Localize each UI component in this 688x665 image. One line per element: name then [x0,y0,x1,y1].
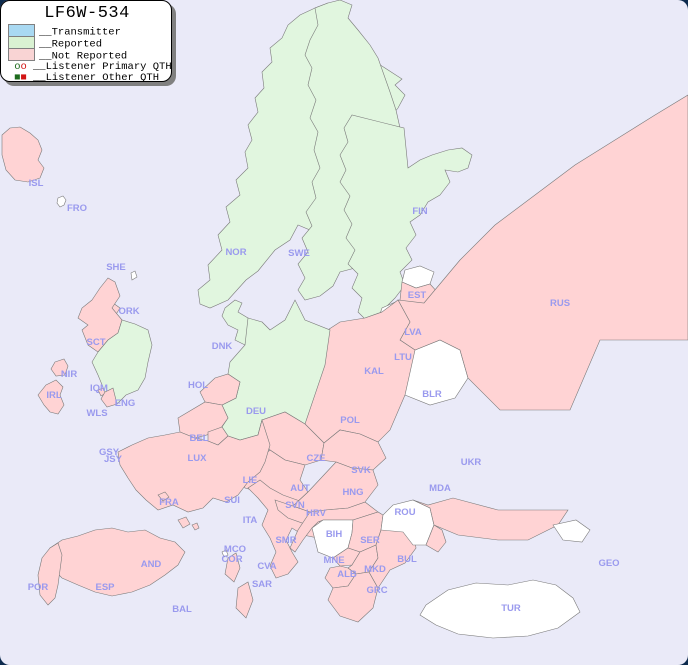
svg-text:ENG: ENG [115,398,136,409]
svg-text:ITA: ITA [243,515,258,526]
svg-text:SAR: SAR [252,579,272,590]
svg-text:EST: EST [408,290,427,301]
svg-text:BUL: BUL [397,554,417,565]
svg-text:CVA: CVA [257,561,276,572]
svg-text:SCT: SCT [87,337,106,348]
svg-text:IQM: IQM [90,383,108,394]
svg-text:SER: SER [360,535,380,546]
svg-text:IRL: IRL [46,390,62,401]
svg-text:SHE: SHE [106,262,126,273]
svg-text:DEU: DEU [246,406,266,417]
svg-text:CZE: CZE [307,453,326,464]
svg-text:HRV: HRV [306,508,327,519]
svg-text:ISL: ISL [29,178,44,189]
svg-text:FIN: FIN [412,206,427,217]
svg-text:SMR: SMR [275,535,296,546]
svg-text:JSY: JSY [104,454,123,465]
svg-text:SWE: SWE [288,248,310,259]
svg-text:AND: AND [141,559,162,570]
svg-text:ESP: ESP [95,582,115,593]
svg-text:COR: COR [221,554,242,565]
svg-text:HOL: HOL [188,380,208,391]
svg-text:NIR: NIR [61,369,78,380]
svg-text:BLR: BLR [422,389,442,400]
svg-text:LTU: LTU [394,352,412,363]
svg-text:TUR: TUR [501,603,521,614]
svg-text:HNG: HNG [342,487,363,498]
svg-text:SUI: SUI [224,495,240,506]
svg-text:FRA: FRA [159,497,179,508]
svg-text:BEL: BEL [190,433,209,444]
svg-text:ROU: ROU [394,507,415,518]
svg-text:LVA: LVA [404,327,422,338]
svg-text:GRC: GRC [366,585,387,596]
svg-text:BIH: BIH [326,529,343,540]
svg-text:RUS: RUS [550,298,570,309]
svg-text:POL: POL [340,415,360,426]
svg-text:MDA: MDA [429,483,451,494]
svg-text:NOR: NOR [225,247,246,258]
svg-text:SVK: SVK [351,465,371,476]
svg-text:GEO: GEO [598,558,619,569]
svg-text:FRO: FRO [67,203,87,214]
svg-text:DNK: DNK [212,341,233,352]
svg-text:LIE: LIE [243,475,258,486]
svg-text:AUT: AUT [290,483,310,494]
svg-text:KAL: KAL [364,366,384,377]
svg-text:LUX: LUX [188,453,208,464]
svg-text:MNE: MNE [323,555,344,566]
svg-text:ALB: ALB [337,569,357,580]
svg-text:BAL: BAL [172,604,192,615]
svg-text:WLS: WLS [86,408,107,419]
svg-text:UKR: UKR [461,457,482,468]
svg-text:MKD: MKD [364,564,386,575]
svg-text:ORK: ORK [118,306,139,317]
svg-text:SVN: SVN [285,500,305,511]
svg-text:POR: POR [28,582,49,593]
